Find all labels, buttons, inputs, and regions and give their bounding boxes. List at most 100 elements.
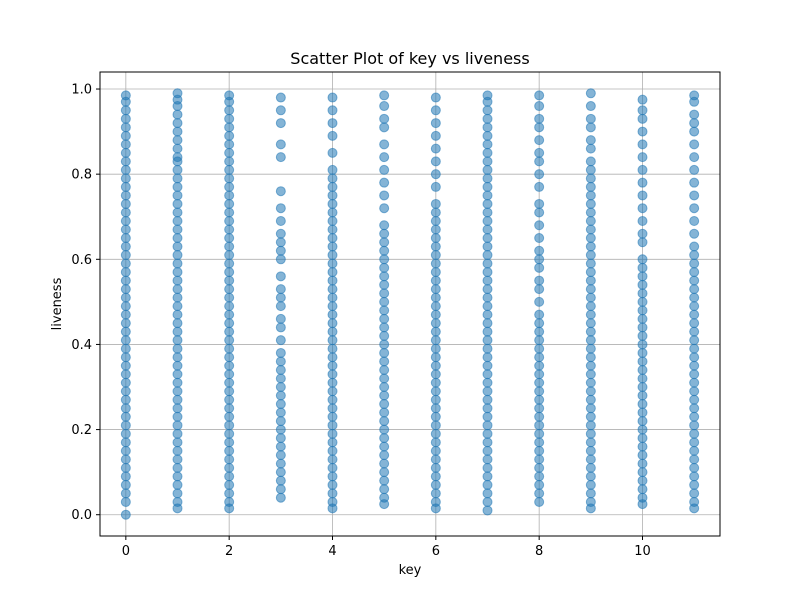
data-point (430, 224, 441, 235)
data-point (430, 454, 441, 465)
data-point (482, 215, 493, 226)
data-point (172, 437, 183, 448)
data-point (224, 377, 235, 388)
data-point (585, 335, 596, 346)
data-point (482, 181, 493, 192)
data-point (120, 173, 131, 184)
data-point (120, 335, 131, 346)
y-tick-label: 0.2 (71, 423, 92, 438)
data-point (275, 484, 286, 495)
data-point (172, 420, 183, 431)
data-point (430, 292, 441, 303)
data-point (379, 139, 390, 150)
data-point (430, 250, 441, 261)
data-point (689, 428, 700, 439)
data-point (379, 407, 390, 418)
data-point (224, 292, 235, 303)
chart-title: Scatter Plot of key vs liveness (290, 49, 529, 68)
data-point (585, 250, 596, 261)
data-point (379, 152, 390, 163)
data-point (482, 198, 493, 209)
data-point (172, 241, 183, 252)
x-tick-label: 0 (122, 544, 130, 559)
data-point (430, 156, 441, 167)
data-point (327, 105, 338, 116)
data-point (585, 454, 596, 465)
data-point (275, 416, 286, 427)
data-point (534, 90, 545, 101)
data-point (275, 292, 286, 303)
data-point (689, 335, 700, 346)
data-point (172, 462, 183, 473)
data-point (430, 275, 441, 286)
data-point (482, 394, 493, 405)
data-point (585, 360, 596, 371)
data-point (534, 254, 545, 265)
data-point (120, 275, 131, 286)
data-point (482, 479, 493, 490)
data-point (120, 420, 131, 431)
data-point (430, 479, 441, 490)
data-point (120, 496, 131, 507)
data-point (585, 113, 596, 124)
data-point (379, 484, 390, 495)
data-point (482, 224, 493, 235)
data-point (689, 177, 700, 188)
data-point (585, 386, 596, 397)
data-point (172, 292, 183, 303)
data-point (120, 147, 131, 158)
data-point (689, 437, 700, 448)
data-point (379, 339, 390, 350)
x-axis-ticks: 0 2 4 6 8 10 (122, 536, 651, 559)
data-point (120, 454, 131, 465)
data-point (120, 105, 131, 116)
data-point (482, 130, 493, 141)
data-point (379, 262, 390, 273)
data-point (637, 322, 648, 333)
y-tick-label: 0.0 (71, 508, 92, 523)
data-point (637, 305, 648, 316)
data-point (120, 437, 131, 448)
data-point (224, 215, 235, 226)
data-point (534, 147, 545, 158)
data-point (534, 445, 545, 456)
data-point (224, 267, 235, 278)
data-point (224, 462, 235, 473)
data-point (482, 445, 493, 456)
data-point (585, 309, 596, 320)
data-point (585, 198, 596, 209)
data-point (689, 369, 700, 380)
data-point (689, 411, 700, 422)
data-point (689, 488, 700, 499)
data-point (585, 173, 596, 184)
data-point (224, 130, 235, 141)
data-point (327, 394, 338, 405)
data-point (482, 156, 493, 167)
data-point (224, 207, 235, 218)
data-point (637, 433, 648, 444)
data-point (327, 173, 338, 184)
data-point (120, 301, 131, 312)
data-point (585, 377, 596, 388)
data-point (275, 458, 286, 469)
data-point (327, 445, 338, 456)
data-point (534, 181, 545, 192)
data-point (379, 322, 390, 333)
y-tick-label: 0.4 (71, 338, 92, 353)
data-point (327, 437, 338, 448)
data-point (275, 433, 286, 444)
data-point (534, 284, 545, 295)
data-point (327, 130, 338, 141)
data-point (224, 90, 235, 101)
data-point (585, 403, 596, 414)
data-point (482, 352, 493, 363)
data-point (172, 250, 183, 261)
data-point (585, 411, 596, 422)
data-point (482, 147, 493, 158)
data-point (327, 190, 338, 201)
x-axis-label: key (399, 563, 422, 578)
data-point (275, 467, 286, 478)
data-point (275, 390, 286, 401)
